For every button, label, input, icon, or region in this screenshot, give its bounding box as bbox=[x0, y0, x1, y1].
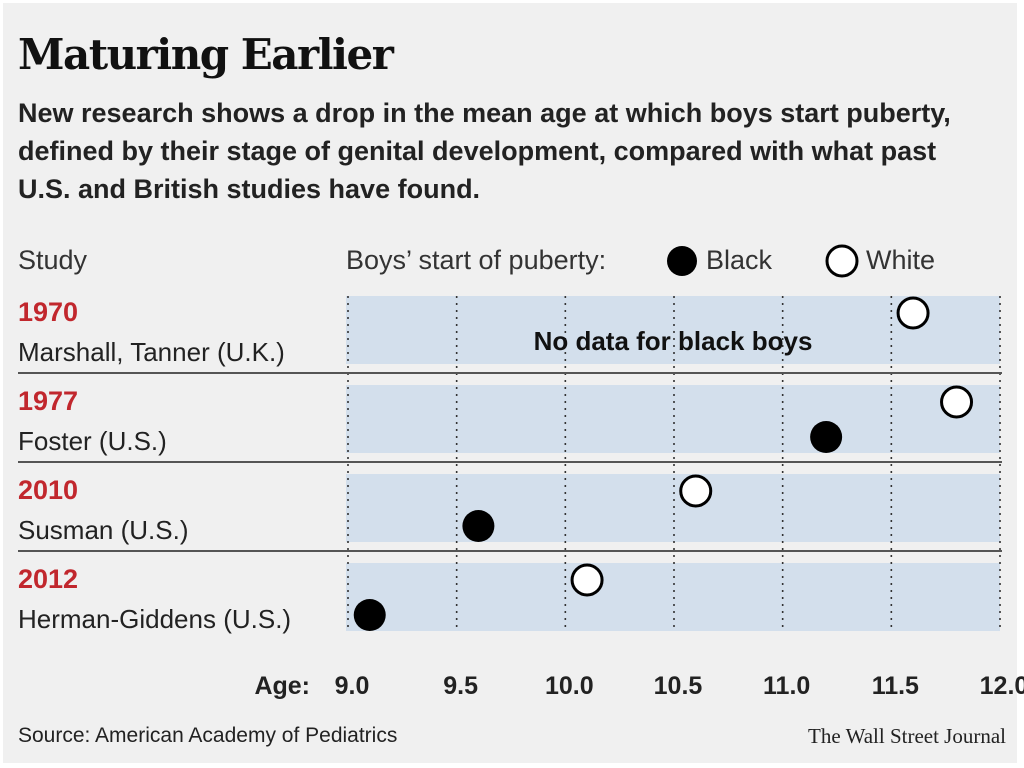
black-data-point bbox=[353, 599, 386, 631]
white-data-point bbox=[570, 563, 604, 597]
x-tick-label: 9.5 bbox=[443, 672, 478, 700]
row-band bbox=[346, 563, 1000, 631]
white-data-point bbox=[896, 296, 930, 330]
publisher-credit: The Wall Street Journal bbox=[808, 724, 1006, 748]
no-data-note: No data for black boys bbox=[534, 326, 813, 356]
legend-black-marker bbox=[667, 246, 697, 276]
chart-title: Maturing Earlier bbox=[18, 30, 394, 79]
study-name: Susman (U.S.) bbox=[18, 515, 189, 545]
chart-frame bbox=[3, 3, 1017, 763]
row-band bbox=[346, 385, 1000, 453]
study-year: 1970 bbox=[18, 297, 78, 327]
x-tick-label: 12.0 bbox=[980, 672, 1024, 700]
source-note: Source: American Academy of Pediatrics bbox=[18, 724, 398, 747]
black-data-point bbox=[462, 510, 495, 542]
study-year: 1977 bbox=[18, 386, 78, 416]
white-data-point bbox=[679, 474, 713, 508]
study-year: 2010 bbox=[18, 475, 78, 505]
study-column-header: Study bbox=[18, 245, 88, 275]
x-tick-label: 10.5 bbox=[654, 672, 703, 700]
legend-black-label: Black bbox=[706, 245, 773, 275]
study-name: Herman-Giddens (U.S.) bbox=[18, 604, 291, 634]
x-tick-label: 11.0 bbox=[763, 672, 810, 700]
study-name: Foster (U.S.) bbox=[18, 426, 167, 456]
black-data-point bbox=[810, 421, 843, 453]
chart-subtitle: New research shows a drop in the mean ag… bbox=[18, 98, 951, 204]
study-name: Marshall, Tanner (U.K.) bbox=[18, 337, 285, 367]
legend-title: Boys’ start of puberty: bbox=[346, 245, 606, 275]
legend-white-marker bbox=[825, 244, 859, 278]
white-data-point bbox=[940, 385, 974, 419]
x-tick-label: 9.0 bbox=[335, 672, 370, 700]
legend-white-label: White bbox=[866, 245, 935, 275]
row-band bbox=[346, 474, 1000, 542]
x-axis-label: Age: bbox=[254, 672, 310, 700]
x-tick-label: 10.0 bbox=[545, 672, 594, 700]
study-year: 2012 bbox=[18, 564, 78, 594]
x-tick-label: 11.5 bbox=[872, 672, 919, 700]
